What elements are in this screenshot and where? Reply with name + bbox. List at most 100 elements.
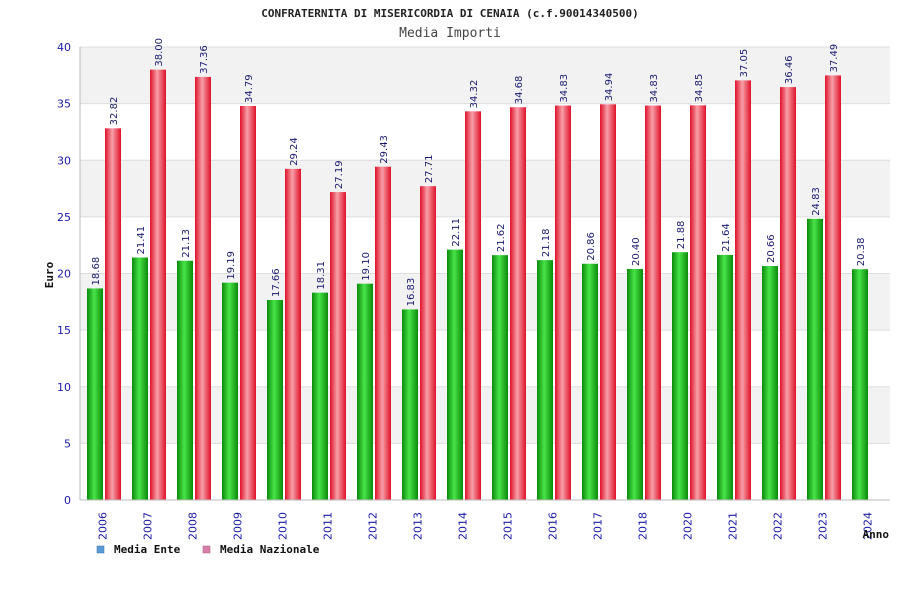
- bar-media-nazionale: [555, 105, 571, 501]
- value-label-ente: 21.41: [136, 226, 147, 255]
- bar-media-nazionale: [780, 87, 796, 500]
- x-tick-label: 2008: [187, 512, 200, 540]
- bar-media-nazionale: [375, 166, 391, 500]
- y-tick-label: 35: [57, 98, 71, 111]
- bar-media-ente: [267, 300, 283, 500]
- x-tick-label: 2017: [592, 512, 605, 540]
- value-label-ente: 24.83: [811, 187, 822, 216]
- y-axis-ticks: 0 5 10 15 20 25 30 35 40: [57, 41, 71, 507]
- x-tick-label: 2018: [637, 512, 650, 540]
- bar-media-nazionale: [285, 168, 301, 500]
- legend-label-ente: Media Ente: [114, 543, 181, 556]
- bar-media-nazionale: [825, 75, 841, 500]
- y-tick-label: 15: [57, 324, 71, 337]
- x-tick-label: 2006: [97, 512, 110, 540]
- bar-media-ente: [87, 288, 103, 500]
- value-labels: 18.68 32.82 21.41 38.00 21.13 37.36 19.19 34.79…: [91, 38, 867, 306]
- value-label-ente: 18.68: [91, 257, 102, 286]
- x-tick-label: 2015: [502, 512, 515, 540]
- value-label-ente: 20.86: [586, 232, 597, 261]
- value-label-ente: 19.10: [361, 252, 372, 281]
- x-tick-label: 2024: [862, 512, 875, 540]
- x-tick-label: 2022: [772, 512, 785, 540]
- bar-media-nazionale: [330, 192, 346, 501]
- grid-band: [80, 103, 890, 161]
- bar-media-ente: [177, 260, 193, 500]
- grid-band: [80, 273, 890, 331]
- bars: [87, 69, 868, 501]
- value-label-ente: 21.64: [721, 223, 732, 252]
- bar-media-nazionale: [510, 107, 526, 501]
- bar-media-ente: [672, 252, 688, 500]
- y-tick-label: 10: [57, 381, 71, 394]
- value-label-nazionale: 34.83: [559, 74, 570, 103]
- bar-media-nazionale: [645, 105, 661, 501]
- value-label-nazionale: 34.85: [694, 74, 705, 103]
- y-tick-label: 5: [64, 437, 71, 450]
- y-axis-title: Euro: [43, 261, 56, 288]
- value-label-nazionale: 37.49: [829, 44, 840, 73]
- x-tick-label: 2012: [367, 512, 380, 540]
- grid-band: [80, 330, 890, 387]
- legend-swatch-ente: [96, 545, 105, 554]
- x-tick-label: 2010: [277, 512, 290, 540]
- bar-media-ente: [402, 309, 418, 500]
- value-label-nazionale: 36.46: [784, 55, 795, 84]
- bar-media-nazionale: [105, 128, 121, 500]
- value-label-nazionale: 34.94: [604, 73, 615, 102]
- bar-media-ente: [447, 249, 463, 500]
- grid-band: [80, 443, 890, 500]
- bar-media-nazionale: [195, 76, 211, 500]
- x-axis-title: Anno: [863, 528, 890, 541]
- bar-media-ente: [357, 283, 373, 500]
- y-tick-label: 20: [57, 268, 71, 281]
- bar-media-ente: [582, 263, 598, 500]
- bar-media-ente: [627, 268, 643, 500]
- value-label-nazionale: 37.36: [199, 45, 210, 74]
- value-label-nazionale: 34.79: [244, 74, 255, 103]
- bar-media-nazionale: [690, 105, 706, 500]
- value-label-ente: 19.19: [226, 251, 237, 280]
- value-label-ente: 20.40: [631, 237, 642, 266]
- legend: Media Ente Media Nazionale: [96, 543, 320, 556]
- x-tick-label: 2009: [232, 512, 245, 540]
- bar-media-ente: [132, 257, 148, 500]
- bar-media-nazionale: [600, 104, 616, 500]
- value-label-nazionale: 34.32: [469, 80, 480, 109]
- bar-media-ente: [807, 218, 823, 501]
- bar-media-ente: [762, 266, 778, 500]
- value-label-ente: 21.62: [496, 224, 507, 253]
- legend-label-nazionale: Media Nazionale: [220, 543, 320, 556]
- x-tick-label: 2013: [412, 512, 425, 540]
- bar-media-ente: [492, 255, 508, 500]
- chart-title: CONFRATERNITA DI MISERICORDIA DI CENAIA …: [261, 7, 639, 20]
- grid-bands: [80, 47, 890, 500]
- value-label-ente: 21.88: [676, 221, 687, 250]
- x-tick-label: 2021: [727, 512, 740, 540]
- bar-media-ente: [537, 260, 553, 500]
- value-label-ente: 17.66: [271, 268, 282, 297]
- x-axis-ticks: 2006 2007 2008 2009 2010 2011 2012 2013 2014 2015…: [97, 512, 875, 540]
- grid-band: [80, 386, 890, 444]
- x-tick-label: 2014: [457, 512, 470, 540]
- x-tick-label: 2020: [682, 512, 695, 540]
- value-label-nazionale: 34.83: [649, 74, 660, 103]
- value-label-nazionale: 29.24: [289, 137, 300, 166]
- value-label-ente: 16.83: [406, 278, 417, 307]
- value-label-nazionale: 29.43: [379, 135, 390, 164]
- y-tick-label: 30: [57, 154, 71, 167]
- x-tick-label: 2011: [322, 512, 335, 540]
- x-tick-label: 2016: [547, 512, 560, 540]
- y-tick-label: 25: [57, 211, 71, 224]
- value-label-nazionale: 37.05: [739, 49, 750, 78]
- bar-media-nazionale: [465, 111, 481, 501]
- x-tick-label: 2023: [817, 512, 830, 540]
- y-tick-label: 0: [64, 494, 71, 507]
- value-label-ente: 20.66: [766, 234, 777, 263]
- grid-band: [80, 216, 890, 274]
- legend-swatch-nazionale: [202, 545, 211, 554]
- value-label-ente: 22.11: [451, 218, 462, 247]
- value-label-nazionale: 38.00: [154, 38, 165, 67]
- bar-media-nazionale: [150, 69, 166, 501]
